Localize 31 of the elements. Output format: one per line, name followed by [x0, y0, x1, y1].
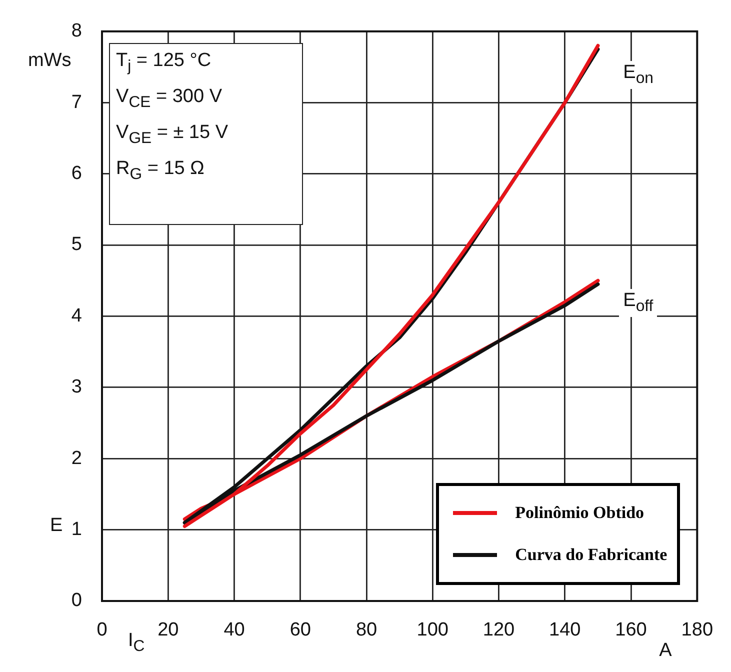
legend-label: Curva do Fabricante [515, 545, 668, 565]
x-tick-label: 60 [290, 620, 311, 641]
y-tick-label: 6 [71, 163, 82, 184]
y-tick-label: 2 [71, 448, 82, 469]
y-tick-label: 1 [71, 519, 82, 540]
y-tick-label: 8 [71, 20, 82, 42]
text: mWs [28, 50, 72, 72]
annotation: E$_{off}$ [619, 289, 658, 318]
x-tick-label: 0 [96, 620, 108, 641]
annotation: R$_{G}$ = 15 Ω [116, 158, 206, 186]
x-tick-label: 160 [615, 620, 647, 641]
annotation: E$_{on}$ [619, 61, 658, 90]
x-tick-label: 140 [549, 620, 581, 641]
x-tick-label: 100 [416, 620, 448, 641]
annotation: V$_{CE}$ = 300 V [116, 86, 223, 114]
annotation: V$_{GE}$ = ± 15 V [116, 122, 230, 150]
y-tick-label: 3 [71, 376, 82, 398]
annotation: T$_{j}$ = 125 °C [116, 50, 212, 78]
y-axis-title: E [50, 515, 63, 536]
x-axis-title: I$_{C}$ [128, 630, 145, 655]
y-tick-label: 5 [71, 234, 82, 256]
x-tick-label: 20 [158, 620, 179, 641]
x-tick-label: 180 [681, 620, 713, 641]
y-tick-label: 4 [71, 305, 82, 326]
y-tick-label: 0 [71, 590, 82, 612]
x-tick-label: 80 [356, 620, 378, 641]
x-tick-label: 40 [224, 620, 245, 641]
legend-label: Polinômio Obtido [515, 503, 644, 523]
y-tick-label: 7 [71, 92, 82, 113]
x-tick-label: 120 [482, 620, 515, 641]
text: A [659, 640, 672, 661]
